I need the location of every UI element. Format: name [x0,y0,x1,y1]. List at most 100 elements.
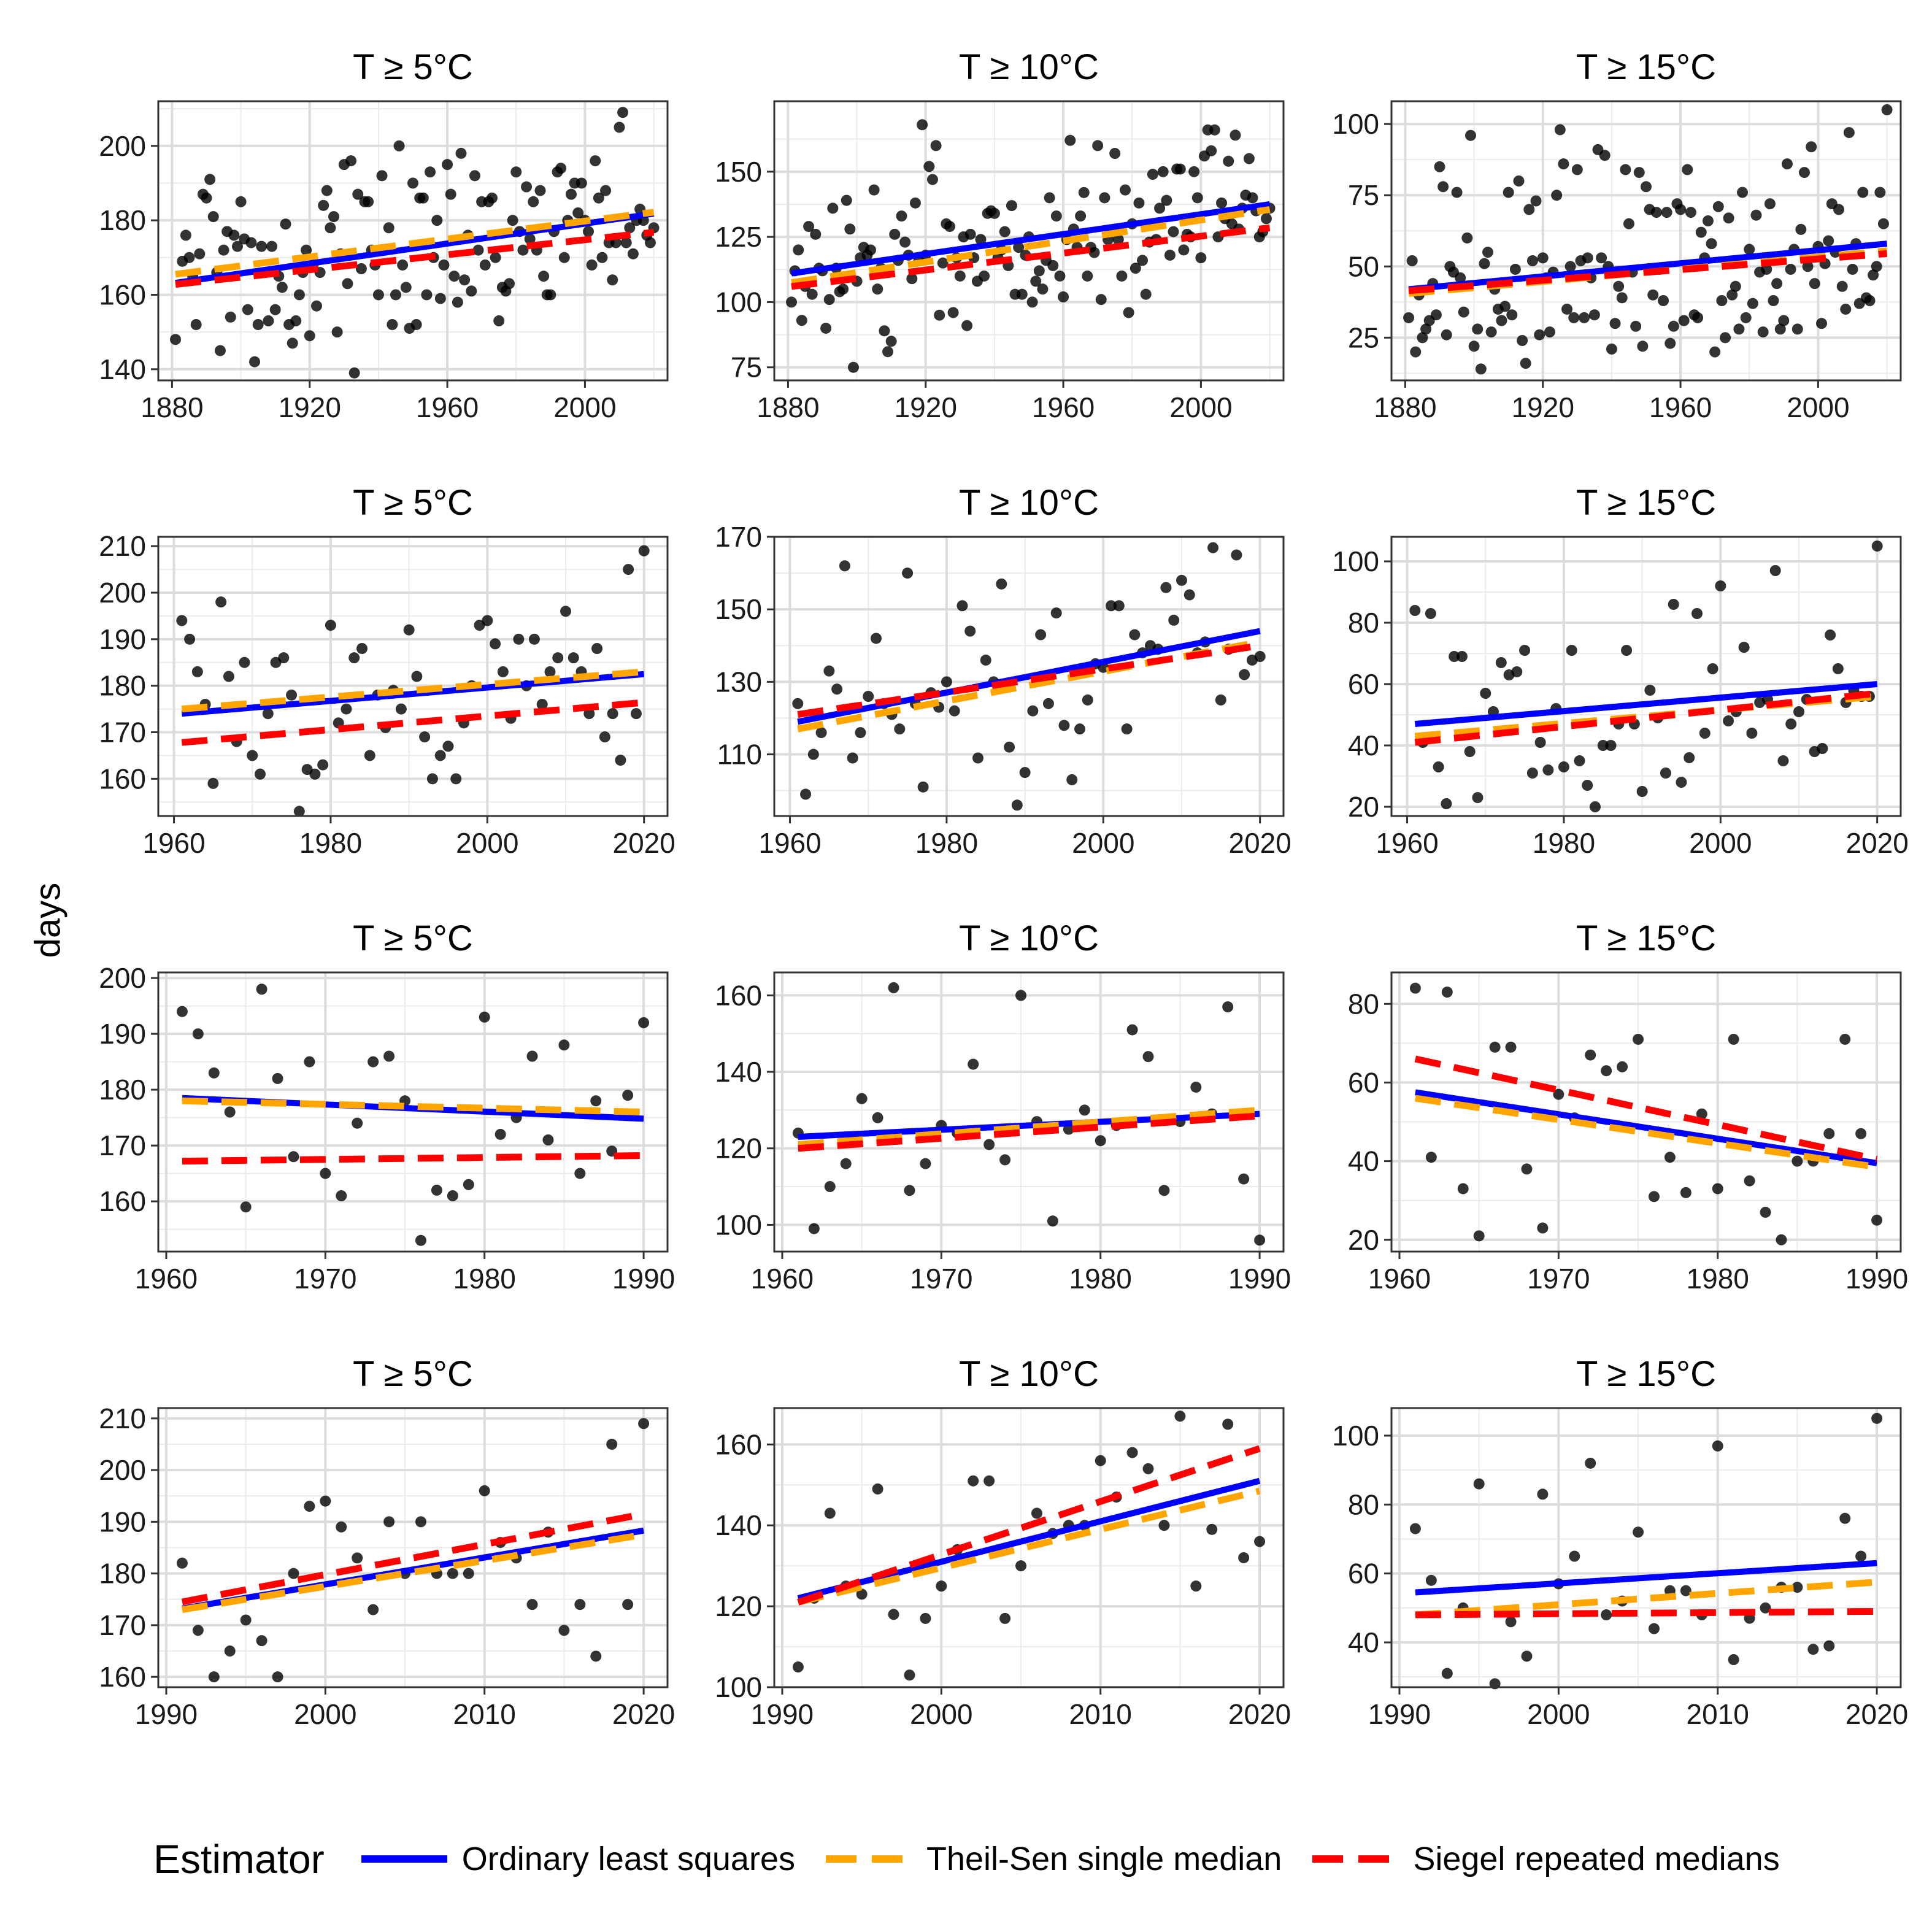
data-point [807,749,819,760]
data-point [606,1438,618,1450]
data-point [1026,296,1038,308]
data-point [1409,1523,1421,1534]
data-point [415,1234,426,1246]
x-tick-label: 1990 [612,1263,675,1295]
data-point [1058,720,1070,731]
data-point [980,654,991,666]
data-point [352,1117,363,1129]
x-tick-label: 1970 [910,1263,972,1295]
data-point [415,1516,426,1528]
data-point [590,1650,602,1662]
data-point [486,192,498,204]
x-tick-label: 1880 [756,391,819,423]
data-point [1133,197,1145,209]
data-point [1441,987,1453,998]
data-point [1871,541,1883,552]
y-tick-label: 170 [715,521,762,553]
y-tick-label: 125 [715,221,762,253]
data-point [293,289,305,301]
data-point [1521,1163,1533,1175]
panel: 1880 1920 1960 2000 140 160 180 200 T ≥ 5°C [99,47,669,423]
x-tick-label: 2020 [1845,1698,1908,1730]
data-point [988,207,1000,219]
data-point [1027,705,1039,717]
data-point [972,752,983,764]
data-point [1239,669,1250,680]
data-point [1650,207,1662,218]
panel-title: T ≥ 10°C [959,483,1099,523]
data-point [885,336,897,347]
y-tick-label: 60 [1348,1066,1379,1098]
data-point [1551,190,1563,201]
data-point [1660,768,1671,779]
data-point [383,222,394,234]
data-point [590,1095,602,1107]
data-point [1839,1512,1851,1524]
data-point [1840,303,1852,315]
data-point [1006,200,1017,212]
data-point [1633,1526,1644,1538]
data-point [808,1223,820,1234]
data-point [1648,1191,1660,1203]
data-point [240,1614,252,1626]
data-point [1434,161,1445,172]
data-point [490,252,501,263]
data-point [1106,600,1117,612]
data-point [252,319,264,330]
data-point [445,188,456,200]
panel-title: T ≥ 5°C [353,47,473,87]
data-point [1707,663,1718,674]
data-point [1633,167,1645,179]
data-point [450,773,462,785]
data-point [1066,774,1078,785]
panel: 1880 1920 1960 2000 25 50 75 100 T ≥ 15°C [1332,47,1902,423]
panel-title: T ≥ 10°C [959,47,1099,87]
y-tick-label: 210 [99,530,146,562]
data-point [1013,242,1025,253]
data-point [954,270,966,282]
data-point [1774,323,1786,335]
data-point [1037,283,1049,295]
panel-border [157,971,669,1253]
panel-border [1390,971,1902,1253]
x-tick-label: 2020 [612,1698,675,1730]
data-point [872,1112,883,1123]
data-point [627,248,639,260]
panel: 1960 1970 1980 1990 160 170 180 190 200 T ≥ 5°C [99,918,675,1295]
data-point [1806,141,1817,153]
x-tick-label: 2000 [1169,391,1232,423]
data-point [1176,574,1187,586]
data-point [176,615,188,626]
data-point [1243,153,1255,164]
data-point [1142,1051,1154,1063]
data-point [368,1056,379,1068]
data-point [856,1588,868,1600]
y-tick-label: 120 [715,1133,762,1164]
data-point [1792,1582,1803,1593]
data-point [1174,1411,1186,1422]
data-point [1599,150,1611,161]
data-point [397,259,409,271]
panel-border [157,536,669,817]
data-point [235,196,247,207]
data-point [1468,341,1480,352]
data-point [493,315,505,326]
data-point [1161,194,1172,206]
data-point [1126,1024,1138,1036]
data-point [325,620,336,631]
data-point [1534,737,1546,748]
data-point [215,596,227,608]
x-tick-label: 1970 [294,1263,356,1295]
data-point [1664,1152,1676,1163]
panel-title: T ≥ 15°C [1576,483,1716,523]
data-point [1737,187,1749,198]
data-point [452,296,463,308]
panel: 1990 2000 2010 2020 100 120 140 160 T ≥ 10°C [715,1354,1291,1730]
data-point [447,1568,458,1579]
data-point [964,228,976,240]
y-tick-label: 160 [715,979,762,1011]
data-point [1691,608,1703,619]
data-point [1019,767,1031,779]
data-point [490,638,501,650]
data-point [555,163,567,174]
